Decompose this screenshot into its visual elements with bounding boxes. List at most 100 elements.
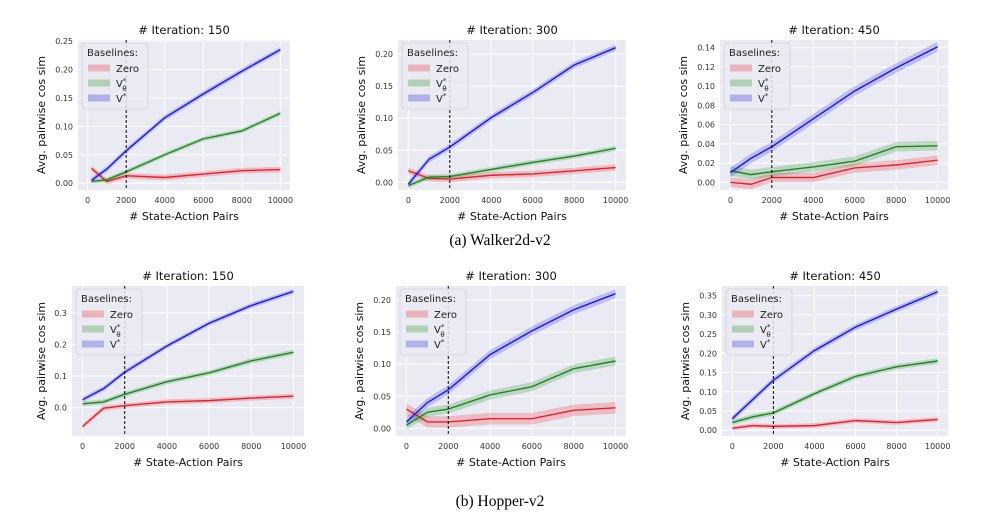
legend-title: Baselines:	[407, 48, 458, 59]
legend-label-text: V	[110, 340, 117, 351]
y-axis-label: Avg. pairwise cos sim	[35, 302, 48, 420]
x-axis-label: # State-Action Pairs	[780, 456, 890, 469]
legend-label-text: V	[758, 79, 765, 90]
y-tick-label: 0.05	[55, 151, 73, 160]
chart-title: # Iteration: 150	[142, 269, 234, 283]
y-tick-label: 0.10	[373, 360, 391, 369]
y-tick-label: 0.15	[55, 94, 73, 103]
legend-label-text: V	[760, 340, 767, 351]
legend-label: Zero	[110, 310, 133, 321]
legend-swatch	[732, 310, 754, 318]
legend-box	[399, 288, 467, 356]
y-tick-label: 0.02	[697, 159, 715, 168]
legend-label-text: Zero	[116, 64, 139, 75]
chart-panel-4: 0 2000 4000 6000 8000 10000 0.0 0.1 0.2 0.3 # Iter…	[35, 269, 306, 469]
series-line-1	[91, 112, 281, 183]
legend-swatch	[406, 325, 428, 333]
x-tick-label: 2000	[440, 196, 460, 205]
x-tick-label: 6000	[845, 442, 865, 451]
legend-label-subscript: θ	[116, 331, 120, 339]
legend-label-text: V	[434, 325, 441, 336]
chart-panel-1: 0 2000 4000 6000 8000 10000 0.00 0.05 0.10 0.15 0.…	[35, 23, 293, 223]
legend-label-text: Zero	[436, 64, 459, 75]
legend-label: V* θ	[110, 323, 121, 339]
y-tick-label: 0.3	[54, 309, 67, 318]
series-line-2	[731, 291, 938, 420]
x-tick-label: 2000	[763, 442, 783, 451]
x-tick-label: 8000	[886, 442, 906, 451]
y-tick-label: 0.0	[54, 404, 67, 413]
series-line-0	[732, 418, 938, 430]
confidence-band-0	[732, 417, 938, 431]
x-tick-label: 10000	[925, 196, 950, 205]
legend-label-subscript: θ	[440, 331, 444, 339]
legend-box	[723, 42, 791, 110]
legend-swatch	[82, 340, 104, 348]
chart-title: # Iteration: 300	[465, 269, 557, 283]
legend-swatch	[406, 340, 428, 348]
chart-title: # Iteration: 300	[466, 23, 558, 37]
y-tick-label: 0.25	[699, 330, 717, 339]
legend-label-superscript: *	[767, 338, 771, 346]
legend-label: V* θ	[436, 77, 447, 93]
x-tick-label: 4000	[804, 442, 824, 451]
legend-swatch	[408, 64, 430, 72]
legend-label-text: V	[110, 325, 117, 336]
x-axis-label: # State-Action Pairs	[133, 456, 243, 469]
y-tick-label: 0.04	[697, 140, 715, 149]
chart-title: # Iteration: 150	[138, 23, 230, 37]
y-tick-label: 0.08	[697, 101, 715, 110]
x-axis-label: # State-Action Pairs	[779, 210, 889, 223]
legend-swatch	[730, 94, 752, 102]
legend-label-superscript: *	[765, 92, 769, 100]
y-tick-label: 0.05	[375, 146, 393, 155]
series-line-2	[82, 290, 294, 401]
y-tick-label: 0.00	[375, 178, 393, 187]
y-tick-label: 0.20	[373, 296, 391, 305]
legend-label: Zero	[760, 310, 783, 321]
x-axis-label: # State-Action Pairs	[457, 210, 567, 223]
x-tick-label: 6000	[199, 442, 219, 451]
y-tick-label: 0.00	[373, 424, 391, 433]
y-axis-label: Avg. pairwise cos sim	[679, 302, 692, 420]
legend-swatch	[730, 79, 752, 87]
legend-label-superscript: *	[123, 92, 127, 100]
legend-label-text: Zero	[758, 64, 781, 75]
legend-label: V* θ	[758, 77, 769, 93]
x-tick-label: 6000	[845, 196, 865, 205]
legend-swatch	[732, 340, 754, 348]
legend-label-text: V	[434, 340, 441, 351]
x-axis-label: # State-Action Pairs	[456, 456, 566, 469]
y-tick-label: 0.00	[699, 426, 717, 435]
x-tick-label: 4000	[481, 196, 501, 205]
x-tick-label: 2000	[762, 196, 782, 205]
y-tick-label: 0.00	[55, 179, 73, 188]
series-line-2	[91, 49, 281, 181]
legend-label-superscript: *	[117, 323, 121, 331]
x-tick-label: 8000	[564, 196, 584, 205]
legend-label: Zero	[758, 64, 781, 75]
x-tick-label: 10000	[925, 442, 950, 451]
x-tick-label: 2000	[438, 442, 458, 451]
x-axis-label: # State-Action Pairs	[129, 210, 239, 223]
legend-swatch	[88, 64, 110, 72]
legend-title: Baselines:	[731, 294, 782, 305]
legend-label: V*	[110, 338, 121, 351]
series-line-1	[730, 145, 938, 176]
legend-label: V* θ	[116, 77, 127, 93]
legend-label: Zero	[434, 310, 457, 321]
legend-swatch	[82, 310, 104, 318]
x-tick-label: 4000	[480, 442, 500, 451]
series-line-0	[408, 166, 616, 180]
legend-label-text: Zero	[110, 310, 133, 321]
legend-swatch	[88, 94, 110, 102]
legend-label-superscript: *	[117, 338, 121, 346]
y-tick-label: 0.05	[373, 392, 391, 401]
series-line-1	[732, 360, 938, 424]
legend-title: Baselines:	[87, 48, 138, 59]
